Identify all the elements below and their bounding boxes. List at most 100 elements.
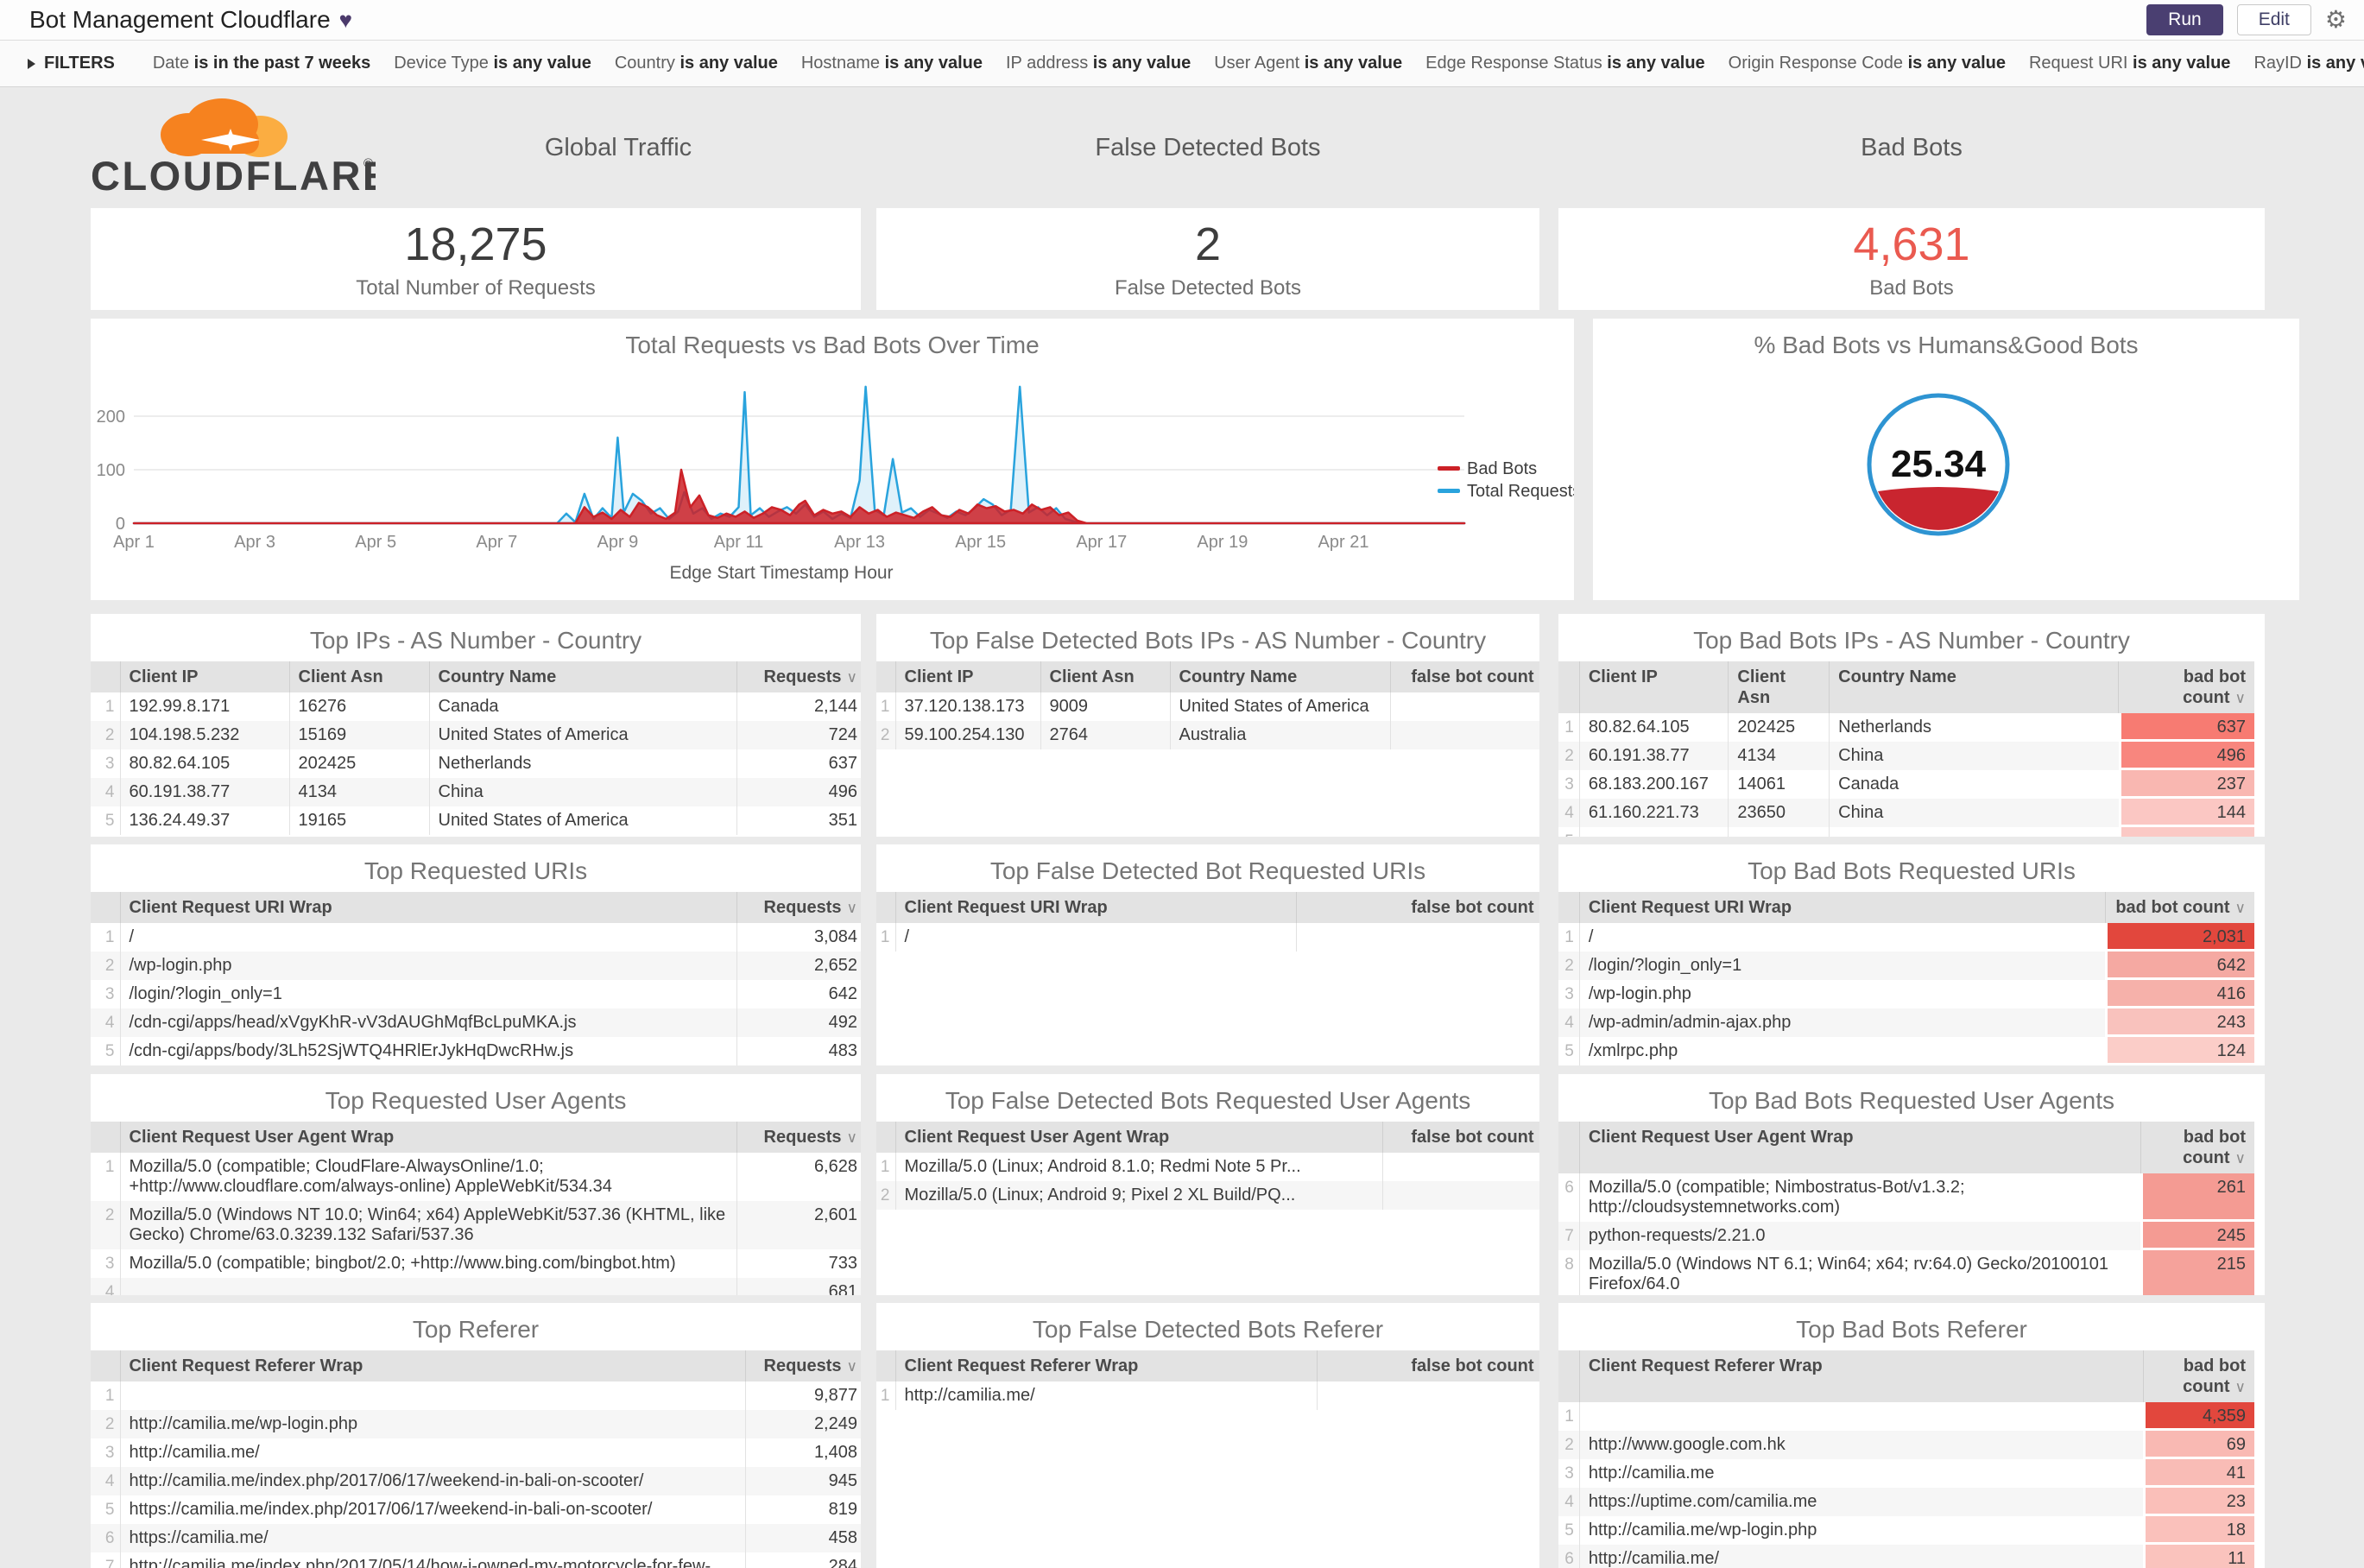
section-header-band: CLOUDFLARE ® Global Traffic False Detect… xyxy=(91,87,2298,208)
top-false-ips-table[interactable]: Client IP Client Asn Country Name false bot… xyxy=(876,661,1539,749)
top-bad-referers-table[interactable]: Client Request Referer Wrap bad bot count… xyxy=(1558,1350,2254,1568)
y-axis-tick: 0 xyxy=(116,515,125,534)
gauge-panel: % Bad Bots vs Humans&Good Bots 25.34 xyxy=(1593,319,2299,600)
sort-desc-icon[interactable]: ∨ xyxy=(846,1358,857,1375)
cell: Canada xyxy=(428,692,736,721)
column-header-requests[interactable]: Requests ∨ xyxy=(736,661,861,692)
row-number-header xyxy=(1558,892,1580,923)
top-bad-uris-table[interactable]: Client Request URI Wrap bad bot count ∨ 1/2… xyxy=(1558,892,2254,1065)
x-axis-tick: Apr 17 xyxy=(1076,533,1127,552)
filter-chip[interactable]: IP address is any value xyxy=(1005,54,1191,73)
timeseries-chart[interactable]: 0 100 200 Apr 1 Apr 3 Apr 5 Apr 7 Apr 9 Apr 11 Ap… xyxy=(91,366,1574,596)
cell: United States of America xyxy=(1169,692,1390,721)
cell: 11 xyxy=(2143,1545,2254,1568)
table-row: 5/cdn-cgi/apps/body/3Lh52SjWTQ4HRlErJykH… xyxy=(91,1037,861,1065)
cell: 136.24.49.37 xyxy=(119,806,289,835)
column-header-country-name: Country Name xyxy=(428,661,736,692)
filter-chip[interactable]: Edge Response Status is any value xyxy=(1425,54,1705,73)
table-row: 6 http://camilia.me/11 xyxy=(1558,1545,2254,1568)
sort-desc-icon[interactable]: ∨ xyxy=(846,1129,857,1146)
cell: https://uptime.com/camilia.me xyxy=(1578,1488,2144,1516)
column-header-bad-bot-count[interactable]: bad bot count ∨ xyxy=(2118,661,2254,713)
filter-chip[interactable]: Hostname is any value xyxy=(800,54,983,73)
table-row: 2 104.198.5.232 15169 United States of Amer… xyxy=(91,721,861,749)
table-row: 2 http://www.google.com.hk 69 xyxy=(1558,1431,2254,1459)
row-number: 5 xyxy=(104,1501,115,1519)
cell: China xyxy=(428,778,736,806)
series-bad-bots xyxy=(132,468,1466,525)
cell: 1 xyxy=(1381,1181,1539,1210)
column-header-false-bot-count[interactable]: false bot count∨ xyxy=(1295,892,1539,923)
filters-expand-icon[interactable] xyxy=(28,58,35,69)
sort-desc-icon[interactable]: ∨ xyxy=(2234,900,2246,916)
sort-desc-icon[interactable]: ∨ xyxy=(2234,1150,2246,1167)
row-number: 4 xyxy=(104,1014,115,1032)
column-header-requests[interactable]: Requests ∨ xyxy=(744,1350,861,1381)
column-header-requests[interactable]: Requests ∨ xyxy=(736,1122,861,1153)
row-number: 6 xyxy=(104,1529,115,1547)
cell: 245 xyxy=(2140,1222,2254,1250)
gear-icon[interactable]: ⚙ xyxy=(2324,6,2347,33)
cell: 483 xyxy=(736,1037,861,1065)
column-header-false-bot-count[interactable]: false bot count∨ xyxy=(1381,1122,1539,1153)
column-header-bad-bot-count[interactable]: bad bot count ∨ xyxy=(2140,1122,2254,1173)
cell: 104.198.5.232 xyxy=(119,721,289,749)
cell: Mozilla/5.0 (Windows NT 6.1; Win64; x64;… xyxy=(1578,1250,2141,1295)
cell: Mozilla/5.0 (compatible; bingbot/2.0; +h… xyxy=(119,1249,736,1278)
x-axis-tick: Apr 21 xyxy=(1318,533,1369,552)
column-header-false-bot-count[interactable]: false bot count∨ xyxy=(1389,661,1539,692)
row-number-header xyxy=(876,1122,895,1153)
kpi-total-requests-label: Total Number of Requests xyxy=(356,276,596,300)
cell: /xmlrpc.php xyxy=(1578,1037,2106,1065)
x-axis-label: Edge Start Timestamp Hour xyxy=(669,563,893,583)
column-header-bad-bot-count[interactable]: bad bot count ∨ xyxy=(2142,1350,2254,1402)
top-ips-table[interactable]: Client IP Client Asn Country Name Requests ∨… xyxy=(91,661,861,835)
filter-chip[interactable]: RayID is any value xyxy=(2253,54,2364,73)
table-row: 2 60.191.38.77 4134 China 496 xyxy=(1558,742,2254,770)
sort-desc-icon[interactable]: ∨ xyxy=(2234,690,2246,706)
sort-desc-icon[interactable]: ∨ xyxy=(2234,1379,2246,1395)
cell: http://camilia.me/ xyxy=(1578,1545,2144,1568)
top-uris-table[interactable]: Client Request URI Wrap Requests ∨ 1/3,084 2… xyxy=(91,892,861,1065)
column-header-client-asn: Client Asn xyxy=(1728,661,1830,713)
top-false-agents-table[interactable]: Client Request User Agent Wrap false bot … xyxy=(876,1122,1539,1210)
column-header-requests[interactable]: Requests ∨ xyxy=(736,892,861,923)
filters-label[interactable]: FILTERS xyxy=(44,54,115,73)
x-axis-tick: Apr 1 xyxy=(113,533,155,552)
series-total-requests xyxy=(132,385,1466,525)
filter-chip[interactable]: Country is any value xyxy=(614,54,778,73)
filter-chip[interactable]: Device Type is any value xyxy=(394,54,591,73)
filter-chip[interactable]: Origin Response Code is any value xyxy=(1728,54,2006,73)
cell: Mozilla/5.0 (Linux; Android 9; Pixel 2 X… xyxy=(894,1181,1382,1210)
x-axis-tick: Apr 5 xyxy=(355,533,396,552)
top-false-ips-panel: Top False Detected Bots IPs - AS Number … xyxy=(876,614,1539,837)
edit-button[interactable]: Edit xyxy=(2236,4,2311,35)
column-header-bad-bot-count[interactable]: bad bot count ∨ xyxy=(2104,892,2254,923)
run-button[interactable]: Run xyxy=(2146,4,2223,35)
table-row: 3/wp-login.php 416 xyxy=(1558,980,2254,1008)
top-uris-panel: Top Requested URIs Client Request URI Wr… xyxy=(91,844,861,1065)
top-bad-agents-table[interactable]: Client Request User Agent Wrap bad bot co… xyxy=(1558,1122,2254,1295)
kpi-false-bots-label: False Detected Bots xyxy=(1114,276,1302,300)
sort-desc-icon[interactable]: ∨ xyxy=(846,900,857,916)
cell: https://camilia.me/ xyxy=(119,1524,745,1552)
top-bad-agents-panel: Top Bad Bots Requested User Agents Clien… xyxy=(1558,1074,2265,1295)
top-agents-table[interactable]: Client Request User Agent Wrap Requests ∨ 1… xyxy=(91,1122,861,1295)
sort-desc-icon[interactable]: ∨ xyxy=(846,669,857,686)
row-number: 2 xyxy=(104,1415,115,1433)
row-number: 8 xyxy=(1564,1255,1574,1274)
column-header-false-bot-count[interactable]: false bot count∨ xyxy=(1316,1350,1539,1381)
cell: 2,031 xyxy=(2105,923,2254,952)
top-referers-table[interactable]: Client Request Referer Wrap Requests ∨ 1 9,8… xyxy=(91,1350,861,1568)
filter-chip[interactable]: Date is in the past 7 weeks xyxy=(152,54,371,73)
cell: 215 xyxy=(2140,1250,2254,1295)
cell: 681 xyxy=(736,1278,861,1295)
cell: China xyxy=(1829,799,2119,827)
top-false-referers-table[interactable]: Client Request Referer Wrap false bot cou… xyxy=(876,1350,1539,1410)
top-bad-ips-table[interactable]: Client IP Client Asn Country Name bad bot c… xyxy=(1558,661,2254,837)
filter-chip[interactable]: Request URI is any value xyxy=(2028,54,2231,73)
filter-chip[interactable]: User Agent is any value xyxy=(1214,54,1403,73)
cell: 6,628 xyxy=(736,1153,861,1201)
